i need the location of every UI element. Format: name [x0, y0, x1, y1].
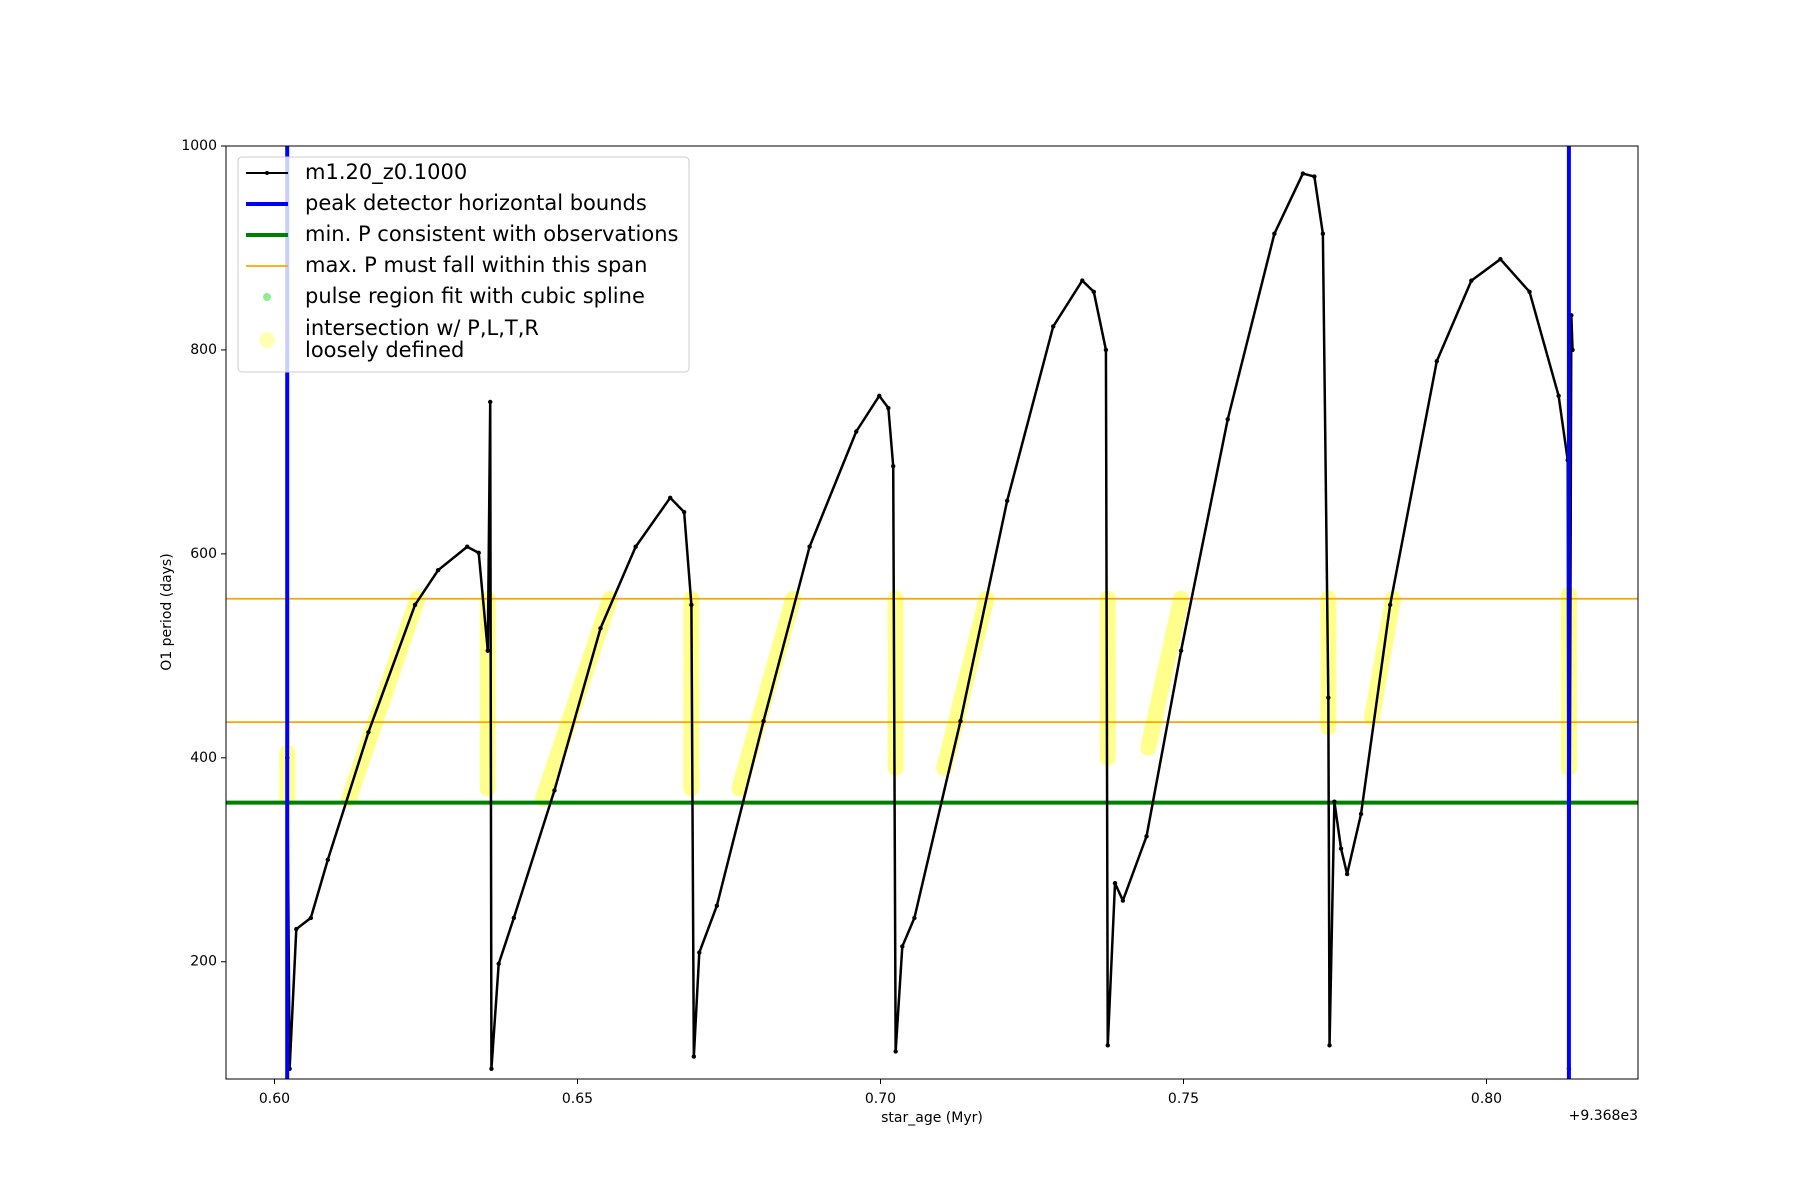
data-marker: [1327, 1043, 1332, 1048]
axes-frame: [225, 145, 1639, 1080]
data-marker: [1105, 1043, 1110, 1048]
data-marker: [689, 602, 694, 608]
data-marker: [912, 915, 917, 921]
data-marker: [1178, 648, 1184, 653]
data-marker: [496, 961, 501, 966]
data-marker: [1051, 324, 1056, 329]
intersection-band: [731, 590, 802, 797]
x-tick-label: 0.80: [1471, 1091, 1502, 1107]
data-marker: [308, 915, 314, 921]
y-tick-label: 200: [190, 954, 217, 970]
data-marker: [714, 903, 720, 908]
legend-label: m1.20_z0.1000: [305, 160, 467, 185]
data-marker: [1120, 898, 1126, 903]
data-marker: [900, 944, 905, 949]
data-marker: [1556, 393, 1561, 399]
data-marker: [1300, 171, 1306, 176]
data-marker: [435, 567, 441, 573]
data-marker: [485, 648, 490, 653]
data-marker: [412, 602, 418, 608]
data-marker: [1469, 278, 1474, 283]
legend-box: [237, 156, 690, 373]
data-marker: [877, 393, 882, 399]
data-marker: [476, 550, 481, 556]
data-marker: [325, 857, 331, 862]
data-marker: [1338, 846, 1344, 851]
legend-label: pulse region fit with cubic spline: [305, 284, 645, 308]
x-offset-label: +9.368e3: [1569, 1108, 1638, 1124]
legend-label: max. P must fall within this span: [305, 253, 647, 277]
data-marker: [1344, 871, 1350, 877]
data-marker: [464, 544, 470, 549]
data-marker: [1312, 174, 1317, 179]
x-tick-label: 0.75: [1168, 1091, 1199, 1107]
x-tick-label: 0.60: [259, 1091, 290, 1107]
data-marker: [1498, 256, 1503, 262]
legend-marker: [265, 171, 269, 175]
legend-swatch: [263, 293, 271, 301]
data-marker: [1272, 231, 1277, 236]
y-tick-label: 600: [190, 546, 217, 562]
plot-area: [226, 146, 1638, 1079]
data-marker: [1332, 799, 1337, 804]
data-marker: [1091, 289, 1097, 295]
data-marker: [489, 1066, 494, 1072]
data-marker: [691, 1054, 697, 1059]
data-marker: [697, 950, 702, 955]
data-marker: [1320, 231, 1326, 236]
y-tick-label: 800: [190, 342, 217, 358]
data-marker: [1434, 358, 1440, 364]
data-marker: [1527, 289, 1532, 295]
data-marker: [488, 399, 493, 405]
y-tick-label: 400: [190, 750, 217, 766]
data-marker: [854, 429, 859, 434]
data-marker: [1387, 602, 1393, 608]
data-marker: [893, 1049, 898, 1054]
data-marker: [1144, 834, 1149, 839]
data-marker: [1112, 881, 1118, 886]
legend-label: min. P consistent with observations: [305, 222, 678, 246]
data-marker: [552, 788, 557, 793]
data-marker: [294, 926, 299, 932]
data-marker: [633, 544, 638, 549]
data-marker: [1225, 417, 1230, 422]
data-marker: [886, 405, 891, 411]
data-marker: [366, 730, 371, 735]
data-marker: [1326, 695, 1331, 700]
data-marker: [1080, 278, 1085, 283]
data-marker: [681, 509, 687, 515]
legend-swatch: [259, 332, 275, 348]
data-marker: [761, 718, 766, 724]
x-axis-label: star_age (Myr): [881, 1110, 983, 1126]
y-tick-label: 1000: [181, 138, 217, 154]
legend-label: intersection w/ P,L,T,R loosely defined: [305, 316, 539, 362]
data-marker: [511, 915, 517, 921]
data-marker: [1358, 811, 1364, 817]
data-marker: [1103, 347, 1109, 353]
x-tick-label: 0.65: [562, 1091, 593, 1107]
data-marker: [891, 463, 896, 469]
y-axis-label: O1 period (days): [159, 553, 175, 670]
data-marker: [668, 495, 673, 500]
data-marker: [598, 626, 603, 631]
legend-label: peak detector horizontal bounds: [305, 191, 647, 215]
data-marker: [807, 544, 812, 549]
data-marker: [1570, 347, 1575, 353]
data-marker: [958, 718, 963, 724]
data-marker: [1004, 498, 1010, 504]
x-tick-label: 0.70: [865, 1091, 896, 1107]
